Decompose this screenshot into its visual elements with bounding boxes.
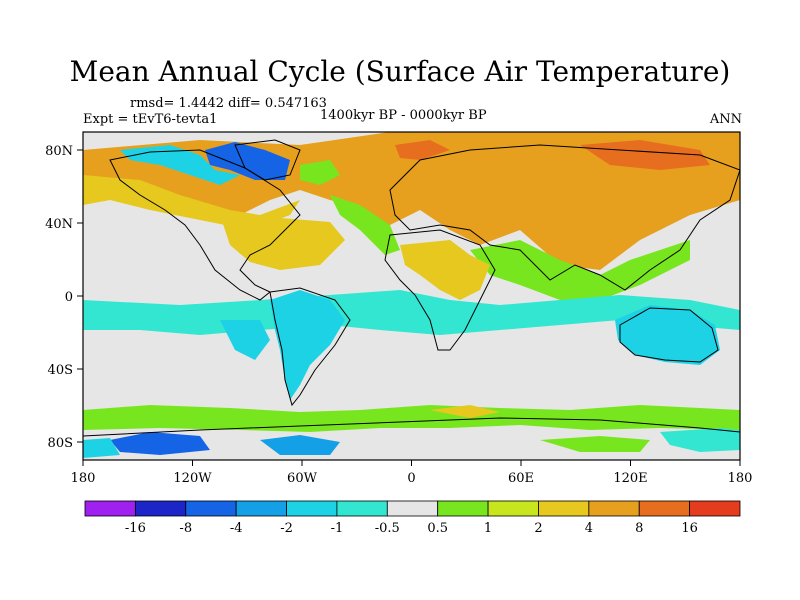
region-canada-cyan — [120, 145, 240, 185]
coast-africa — [384, 229, 496, 351]
experiment-label: Expt = tEvT6-tevta1 — [83, 112, 218, 127]
x-tick-label: 60W — [287, 471, 318, 486]
colorbar-swatch — [638, 500, 691, 517]
region-southern-ocean-green — [83, 405, 740, 432]
y-axis-ticks — [77, 149, 83, 443]
y-axis-labels: 80N 40N 0 40S 80S — [45, 144, 73, 451]
colorbar-swatch — [185, 500, 237, 517]
region-south-pacific-cool — [220, 320, 270, 360]
coast-australia — [619, 307, 719, 363]
colorbar-swatch — [386, 500, 439, 517]
colorbar-label: 8 — [635, 521, 643, 536]
region-antarctica-green-east — [540, 436, 650, 452]
coast-eurasia — [389, 144, 740, 291]
season-label: ANN — [709, 112, 742, 127]
colorbar-swatch — [538, 500, 590, 517]
colorbar-swatch — [84, 500, 136, 517]
y-tick-label: 40S — [48, 363, 73, 378]
colorbar-label: -8 — [179, 521, 192, 536]
region-south-america-cool — [270, 290, 345, 400]
map-title: Mean Annual Cycle (Surface Air Temperatu… — [69, 55, 731, 88]
region-antarctica-cyan-east — [660, 428, 740, 452]
coastlines — [83, 139, 740, 437]
colorbar-swatch — [336, 500, 388, 517]
x-axis-ticks — [82, 460, 741, 466]
colorbar — [84, 500, 741, 517]
colorbar-labels: -16 -8 -4 -2 -1 -0.5 0.5 1 2 4 8 16 — [125, 521, 698, 536]
region-africa-yellow — [400, 240, 490, 300]
region-australia-cool — [615, 305, 720, 365]
colorbar-label: -1 — [331, 521, 344, 536]
coast-antarctica — [83, 417, 740, 437]
period-label: 1400kyr BP - 0000kyr BP — [320, 108, 487, 123]
colorbar-swatch — [487, 500, 539, 517]
region-north-america-yellow — [220, 215, 345, 270]
region-southern-ocean-yellow — [430, 405, 500, 418]
colorbar-label: 4 — [585, 521, 593, 536]
region-north-atlantic-green — [330, 195, 400, 255]
colorbar-swatch — [588, 500, 640, 517]
colorbar-swatch — [437, 500, 489, 517]
colorbar-swatch — [689, 500, 741, 517]
region-antarctica-cyan — [83, 438, 120, 458]
colorbar-label: 16 — [681, 521, 698, 536]
colorbar-swatch — [286, 500, 338, 517]
x-tick-label: 120W — [173, 471, 212, 486]
x-tick-label: 120E — [613, 471, 647, 486]
y-tick-label: 80S — [48, 436, 73, 451]
region-antarctica-blue-east — [260, 435, 340, 455]
x-tick-label: 180 — [728, 471, 753, 486]
colorbar-label: 1 — [484, 521, 492, 536]
colorbar-label: -4 — [230, 521, 243, 536]
region-north-pacific-yellow — [83, 175, 300, 230]
colorbar-label: -0.5 — [375, 521, 400, 536]
x-tick-label: 0 — [407, 471, 415, 486]
colorbar-swatch — [235, 500, 287, 517]
x-axis-labels: 180 120W 60W 0 60E 120E 180 — [71, 471, 753, 486]
colorbar-label: -2 — [280, 521, 293, 536]
anomaly-field — [83, 132, 740, 458]
stats-text: rmsd= 1.4442 diff= 0.547163 — [130, 96, 327, 111]
x-tick-label: 60E — [508, 471, 534, 486]
y-tick-label: 0 — [65, 290, 73, 305]
x-tick-label: 180 — [71, 471, 96, 486]
region-siberia-orange-patch — [580, 140, 710, 170]
region-canada-green — [300, 160, 340, 185]
coast-greenland — [234, 139, 301, 181]
colorbar-label: -16 — [125, 521, 146, 536]
y-tick-label: 40N — [45, 217, 73, 232]
region-antarctica-blue-west — [110, 432, 210, 455]
colorbar-swatch — [134, 500, 187, 517]
region-greenland-cold — [205, 142, 290, 180]
coast-south-america — [269, 287, 351, 407]
colorbar-label: 0.5 — [427, 521, 448, 536]
y-tick-label: 80N — [45, 144, 73, 159]
colorbar-label: 2 — [534, 521, 542, 536]
region-europe-orange-patch — [395, 140, 450, 160]
